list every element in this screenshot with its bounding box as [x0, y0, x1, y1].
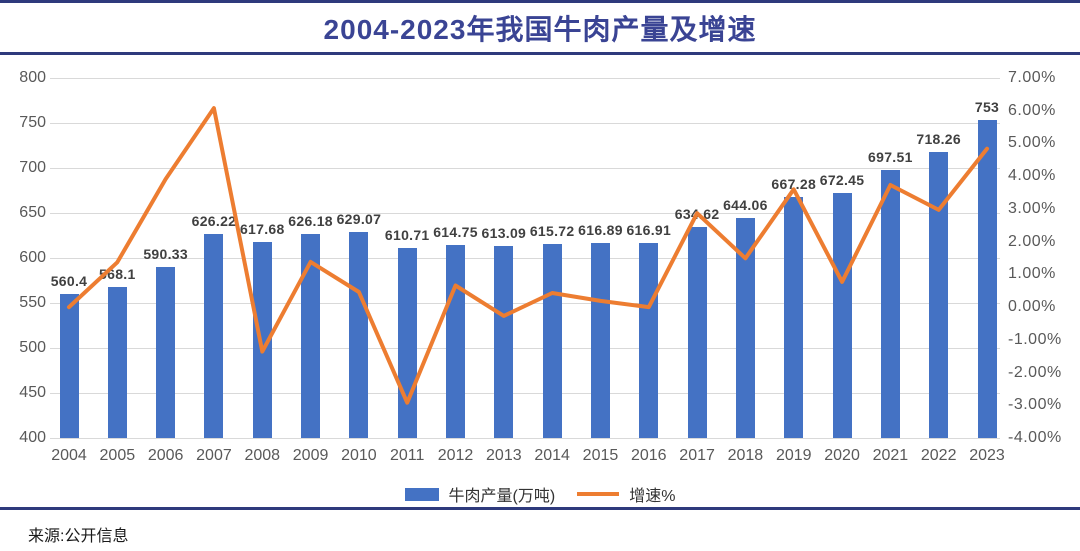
gridline — [50, 348, 1000, 349]
y-axis-right-tick-label: 4.00% — [1008, 167, 1056, 185]
y-axis-right-tick-label: -3.00% — [1008, 396, 1062, 414]
x-axis-year-label: 2018 — [727, 447, 764, 464]
x-axis-year-label: 2017 — [679, 447, 715, 464]
production-bar — [349, 231, 369, 438]
x-axis-year-label: 2023 — [969, 447, 1005, 464]
y-axis-right-tick-label: 7.00% — [1008, 69, 1056, 86]
x-axis-year-label: 2005 — [99, 447, 136, 464]
y-axis-right-tick-label: 2.00% — [1008, 232, 1056, 250]
bar-value-label: 590.33 — [143, 245, 188, 262]
production-bar — [542, 243, 562, 438]
y-axis-left-tick-label: 700 — [19, 159, 46, 176]
x-axis-year-label: 2009 — [292, 447, 329, 464]
production-bar — [735, 218, 755, 438]
production-bar — [929, 151, 949, 438]
gridline — [50, 393, 1000, 394]
bar-value-label: 568.1 — [99, 265, 136, 282]
gridline — [50, 303, 1000, 304]
x-axis-year-label: 2019 — [775, 447, 812, 464]
x-axis-year-label: 2013 — [486, 447, 522, 464]
x-axis-year-label: 2016 — [630, 447, 667, 464]
y-axis-right-tick-label: -2.00% — [1008, 363, 1062, 381]
legend-line-label: 增速% — [629, 488, 676, 505]
gridline — [50, 438, 1000, 439]
production-bar — [156, 266, 176, 438]
production-bar — [832, 192, 852, 438]
production-bar — [590, 242, 610, 438]
bar-value-label: 672.45 — [819, 171, 865, 188]
y-axis-right-tick-label: 1.00% — [1008, 265, 1056, 283]
production-bar — [301, 234, 321, 438]
y-axis-right-tick-label: -1.00% — [1008, 330, 1062, 348]
production-bar — [784, 197, 804, 438]
y-axis-right-tick-label: 6.00% — [1008, 101, 1056, 119]
y-axis-left-tick-label: 650 — [19, 204, 46, 221]
production-bar — [397, 248, 417, 438]
production-bar — [252, 242, 272, 438]
production-bar — [107, 286, 127, 438]
bar-value-label: 644.06 — [723, 197, 768, 214]
x-axis-year-label: 2014 — [534, 447, 570, 464]
bar-value-label: 753 — [974, 99, 1000, 116]
chart-title: 2004-2023年我国牛肉产量及增速 — [323, 14, 757, 45]
production-bar — [639, 242, 659, 438]
gridline — [50, 168, 1000, 169]
top-border-line — [0, 0, 1080, 3]
legend-line-swatch — [577, 492, 620, 496]
production-bar — [446, 244, 466, 438]
gridline — [50, 123, 1000, 124]
x-axis-year-label: 2010 — [341, 447, 377, 464]
legend-bar-label: 牛肉产量(万吨) — [448, 488, 556, 505]
y-axis-left-tick-label: 400 — [19, 429, 46, 446]
y-axis-right-tick-label: -4.00% — [1008, 429, 1062, 446]
production-bar — [204, 234, 224, 438]
gridline — [50, 78, 1000, 79]
bar-value-label: 718.26 — [916, 130, 961, 147]
y-axis-left-tick-label: 500 — [19, 339, 46, 356]
x-axis-year-label: 2004 — [51, 447, 87, 464]
x-axis-year-label: 2012 — [437, 447, 474, 464]
y-axis-left-tick-label: 800 — [19, 69, 46, 86]
production-bar — [59, 293, 79, 438]
y-axis-left-tick-label: 600 — [19, 249, 46, 266]
y-axis-right-tick-label: 5.00% — [1008, 134, 1056, 152]
bar-value-label: 697.51 — [868, 149, 913, 166]
title-underline — [0, 52, 1080, 55]
bar-value-label: 616.91 — [626, 221, 672, 238]
x-axis-year-label: 2006 — [147, 447, 184, 464]
x-axis-year-label: 2021 — [872, 447, 909, 464]
y-axis-left-tick-label: 750 — [19, 114, 46, 131]
x-axis-year-label: 2022 — [920, 447, 957, 464]
x-axis-year-label: 2015 — [582, 447, 619, 464]
legend-bar-swatch — [404, 487, 439, 501]
x-axis-year-label: 2020 — [824, 447, 860, 464]
x-axis-year-label: 2008 — [244, 447, 281, 464]
y-axis-left-tick-label: 550 — [19, 294, 46, 311]
production-bar — [977, 120, 997, 438]
production-bar — [880, 170, 900, 438]
y-axis-right-tick-label: 0.00% — [1008, 298, 1056, 316]
x-axis-year-label: 2007 — [196, 447, 232, 464]
bar-value-label: 629.07 — [336, 210, 382, 227]
y-axis-left-tick-label: 450 — [19, 384, 46, 401]
x-axis-year-label: 2011 — [390, 447, 425, 464]
source-text: 来源:公开信息 — [28, 528, 129, 545]
chart-legend: 牛肉产量(万吨) 增速% — [0, 482, 1080, 506]
y-axis-right-tick-label: 3.00% — [1008, 199, 1056, 217]
production-bar — [494, 246, 514, 438]
bottom-border-line — [0, 507, 1080, 510]
production-bar — [687, 226, 707, 438]
